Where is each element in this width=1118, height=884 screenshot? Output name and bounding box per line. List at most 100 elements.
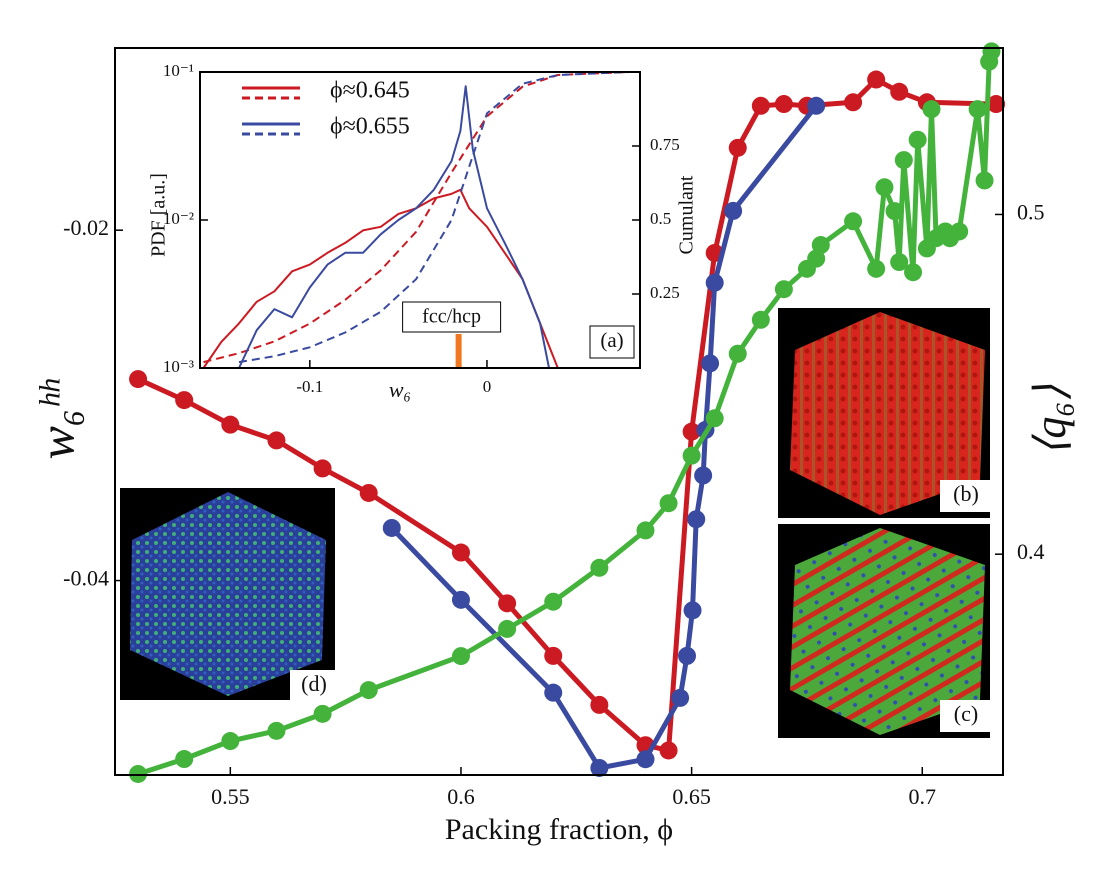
data-point	[687, 510, 706, 529]
data-point	[359, 483, 378, 502]
data-point	[683, 601, 702, 620]
data-point	[451, 590, 470, 609]
data-point	[498, 594, 517, 613]
y2-tick-label: 0.4	[1017, 539, 1045, 564]
y2-axis-label: ⟨q₆⟩	[1026, 384, 1075, 456]
inset-y2-label: Cumulant	[676, 175, 698, 254]
annotation-box	[402, 301, 502, 333]
data-point	[875, 178, 894, 197]
annotation: fcc/hcp	[422, 306, 481, 328]
data-point	[867, 70, 886, 89]
series-line	[238, 71, 629, 364]
data-point	[751, 96, 770, 115]
inset-y-label: PDF [a.u.]	[148, 173, 170, 257]
data-point	[636, 521, 655, 540]
inset-plot: -0.1 0 10⁻³ 10⁻² 10⁻¹ 0.25 0.5 0.75 fcc/hcp w₆ PDF…	[148, 61, 698, 402]
data-point	[175, 391, 194, 410]
data-point	[590, 758, 609, 777]
data-point	[807, 249, 826, 268]
data-point	[590, 695, 609, 714]
data-point	[890, 253, 909, 272]
x-tick-label: -0.1	[296, 377, 323, 396]
data-point	[451, 647, 470, 666]
series-line	[203, 71, 629, 364]
data-point	[975, 171, 994, 190]
plot-frame	[114, 47, 1004, 776]
data-point	[724, 201, 743, 220]
data-point	[811, 236, 830, 255]
panel-label: (a)	[600, 328, 623, 352]
cube-d	[130, 492, 326, 696]
data-point	[728, 344, 747, 363]
data-point	[867, 259, 886, 278]
cube-b	[790, 312, 985, 515]
data-point	[987, 95, 1006, 114]
data-point	[890, 82, 909, 101]
data-point	[904, 263, 923, 282]
x-tick-label: 0.6	[447, 784, 475, 809]
data-point	[678, 646, 697, 665]
series-line	[202, 188, 559, 369]
panel-label-box	[290, 670, 338, 702]
data-point	[498, 619, 517, 638]
data-point	[968, 100, 987, 119]
data-point	[221, 415, 240, 434]
data-point	[694, 466, 713, 485]
data-point	[451, 543, 470, 562]
x-tick-label: 0	[483, 377, 492, 396]
y-tick-label: 10⁻²	[163, 209, 194, 228]
panel-label: (c)	[954, 701, 978, 726]
data-point	[751, 310, 770, 329]
data-point	[950, 222, 969, 241]
y-tick-label: 10⁻¹	[163, 61, 194, 80]
data-point	[844, 212, 863, 231]
plot-frame	[199, 71, 641, 369]
y2-tick-label: 0.5	[1017, 200, 1045, 225]
data-point	[359, 681, 378, 700]
data-point	[844, 93, 863, 112]
data-point	[544, 592, 563, 611]
data-point	[267, 721, 286, 740]
y2-tick-label: 0.5	[650, 209, 671, 228]
data-point	[728, 138, 747, 157]
data-point	[705, 273, 724, 292]
panel-label-box	[940, 480, 992, 512]
panel-label-box	[589, 325, 635, 359]
y2-tick-label: 0.25	[650, 283, 680, 302]
x-axis-label: Packing fraction, ϕ	[445, 813, 673, 846]
y-tick-label: -0.02	[63, 215, 109, 240]
data-point	[774, 95, 793, 114]
x-tick-label: 0.7	[909, 784, 937, 809]
y-axis-label: w₆ʰʰ	[28, 379, 84, 460]
data-point	[313, 704, 332, 723]
legend-label: ϕ≈0.645	[330, 78, 410, 104]
data-point	[313, 459, 332, 478]
data-point	[682, 446, 701, 465]
panel-label: (d)	[301, 671, 327, 696]
data-point	[682, 422, 701, 441]
data-point	[774, 280, 793, 299]
series-line	[238, 85, 550, 369]
panel-label-box	[940, 700, 992, 732]
data-point	[221, 732, 240, 751]
x-tick-label: 0.65	[672, 784, 711, 809]
data-point	[885, 202, 904, 221]
data-point	[659, 741, 678, 760]
data-point	[982, 42, 1001, 61]
data-point	[129, 764, 148, 783]
cube-c	[790, 528, 985, 735]
main-plot: 0.55 0.6 0.65 0.7 -0.04 -0.02 0.4 0.5 Packing fr…	[28, 42, 1075, 846]
data-point	[544, 646, 563, 665]
data-point	[705, 409, 724, 428]
data-point	[659, 494, 678, 513]
data-point	[129, 370, 148, 389]
data-point	[590, 558, 609, 577]
inset-x-label: w₆	[389, 377, 411, 402]
data-point	[922, 100, 941, 119]
data-point	[382, 518, 401, 537]
panel-label: (b)	[953, 481, 979, 506]
data-point	[701, 354, 720, 373]
legend-label: ϕ≈0.655	[330, 114, 410, 140]
data-point	[807, 96, 826, 115]
